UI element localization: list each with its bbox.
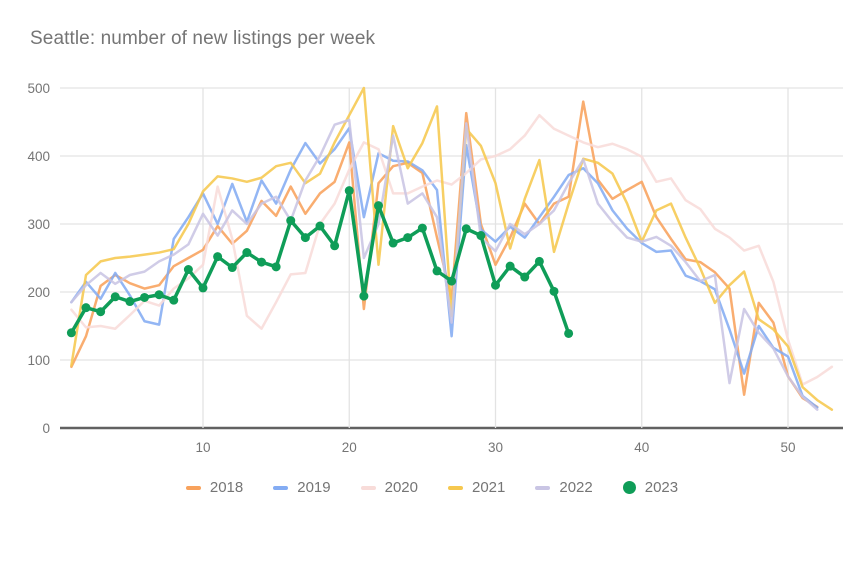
- series-marker-2023-wk20[interactable]: [344, 186, 354, 196]
- y-tick-label-0: 0: [42, 421, 50, 436]
- series-marker-2023-wk28[interactable]: [461, 224, 471, 234]
- series-marker-2023-wk15[interactable]: [271, 262, 281, 272]
- series-marker-2023-wk30[interactable]: [491, 280, 500, 290]
- legend-label-2022: 2022: [559, 479, 593, 496]
- legend-swatch-2021-dash: [448, 485, 463, 490]
- series-marker-2023-wk25[interactable]: [417, 223, 427, 233]
- legend-swatch-2022-dash: [535, 485, 551, 490]
- series-marker-2023-wk1[interactable]: [66, 328, 76, 338]
- series-marker-2023-wk29[interactable]: [476, 231, 486, 241]
- x-tick-label-50: 50: [780, 440, 795, 455]
- legend-label-2018: 2018: [209, 479, 244, 496]
- legend-label-2021: 2021: [472, 479, 506, 496]
- legend-item-2022[interactable]: 2022: [535, 479, 593, 496]
- chart-title: Seattle: number of new listings per week: [30, 28, 376, 49]
- legend-item-2020[interactable]: 2020: [360, 479, 418, 496]
- series-marker-2023-wk21[interactable]: [359, 291, 369, 301]
- y-tick-label-500: 500: [27, 81, 50, 96]
- series-marker-2023-wk22[interactable]: [374, 201, 383, 211]
- series-line-2021[interactable]: [70, 86, 834, 411]
- series-marker-2023-wk12[interactable]: [227, 263, 237, 273]
- legend-item-2018[interactable]: 2018: [185, 479, 244, 496]
- series-marker-2023-wk8[interactable]: [169, 295, 179, 305]
- series-marker-2023-wk17[interactable]: [300, 233, 310, 243]
- series-marker-2023-wk11[interactable]: [213, 252, 223, 262]
- series-marker-2023-wk16[interactable]: [286, 216, 296, 226]
- series-marker-2023-wk7[interactable]: [154, 290, 164, 300]
- legend-swatch-2023-dot: [622, 481, 636, 494]
- legend-swatch-2019-dash: [273, 485, 289, 490]
- x-tick-label-30: 30: [488, 440, 503, 455]
- series-marker-2023-wk33[interactable]: [534, 256, 544, 266]
- series-marker-2023-wk13[interactable]: [242, 248, 252, 258]
- legend-item-2019[interactable]: 2019: [273, 479, 331, 496]
- series-line-2022[interactable]: [70, 118, 819, 411]
- series-marker-2023-wk6[interactable]: [140, 292, 149, 302]
- series-marker-2023-wk2[interactable]: [81, 303, 91, 313]
- legend-swatch-2020-dash: [360, 485, 376, 490]
- series-marker-2023-wk5[interactable]: [125, 297, 135, 307]
- x-tick-label-40: 40: [634, 440, 649, 455]
- legend-item-2021[interactable]: 2021: [448, 479, 505, 496]
- series-marker-2023-wk31[interactable]: [505, 261, 515, 271]
- legend-label-2020: 2020: [384, 479, 418, 496]
- series-marker-2023-wk32[interactable]: [520, 272, 530, 282]
- series-marker-2023-wk18[interactable]: [315, 221, 325, 231]
- series-line-2020[interactable]: [70, 113, 834, 386]
- series-marker-2023-wk23[interactable]: [388, 238, 398, 248]
- series-marker-2023-wk27[interactable]: [447, 276, 457, 286]
- series-marker-2023-wk26[interactable]: [432, 266, 442, 276]
- y-tick-label-400: 400: [27, 149, 50, 164]
- y-tick-label-300: 300: [27, 217, 50, 232]
- y-tick-label-100: 100: [27, 353, 50, 368]
- legend-label-2023: 2023: [644, 479, 679, 496]
- legend-item-2023[interactable]: 2023: [622, 479, 679, 496]
- series-marker-2023-wk24[interactable]: [403, 233, 413, 243]
- series-marker-2023-wk14[interactable]: [257, 257, 266, 267]
- y-tick-label-200: 200: [27, 285, 50, 300]
- series-marker-2023-wk3[interactable]: [96, 307, 106, 317]
- x-tick-label-10: 10: [195, 440, 210, 455]
- series-marker-2023-wk34[interactable]: [549, 286, 559, 296]
- legend-swatch-2018-dash: [185, 485, 201, 490]
- series-marker-2023-wk35[interactable]: [564, 328, 574, 338]
- chart-legend: 2018 2019 2020 2021 2022 2023: [0, 479, 864, 496]
- x-tick-label-20: 20: [342, 440, 357, 455]
- legend-label-2019: 2019: [297, 479, 331, 496]
- series-marker-2023-wk9[interactable]: [183, 265, 193, 275]
- series-marker-2023-wk10[interactable]: [198, 283, 208, 293]
- series-marker-2023-wk19[interactable]: [330, 241, 340, 251]
- series-marker-2023-wk4[interactable]: [110, 292, 120, 302]
